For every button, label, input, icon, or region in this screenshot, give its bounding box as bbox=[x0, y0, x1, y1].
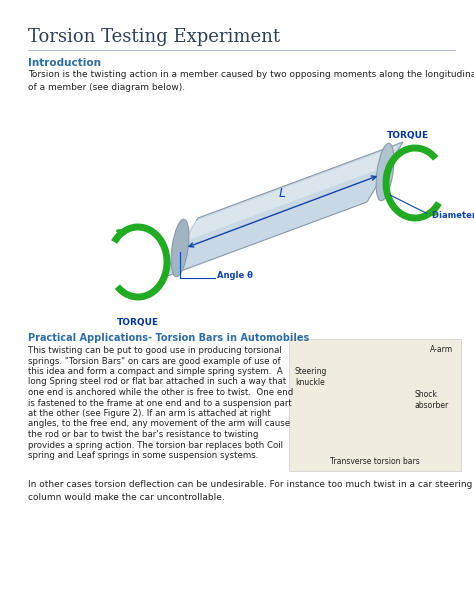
Text: TORQUE: TORQUE bbox=[117, 318, 159, 327]
Text: Introduction: Introduction bbox=[28, 58, 101, 68]
Text: Torsion is the twisting action in a member caused by two opposing moments along : Torsion is the twisting action in a memb… bbox=[28, 70, 474, 91]
Ellipse shape bbox=[171, 219, 189, 276]
Text: one end is anchored while the other is free to twist.  One end: one end is anchored while the other is f… bbox=[28, 388, 293, 397]
Text: Torsion Testing Experiment: Torsion Testing Experiment bbox=[28, 28, 280, 46]
Text: at the other (see Figure 2). If an arm is attached at right: at the other (see Figure 2). If an arm i… bbox=[28, 409, 271, 418]
Text: Transverse torsion bars: Transverse torsion bars bbox=[330, 457, 420, 466]
Text: is fastened to the frame at one end and to a suspension part: is fastened to the frame at one end and … bbox=[28, 398, 292, 408]
Text: Steering
knuckle: Steering knuckle bbox=[295, 367, 328, 387]
Polygon shape bbox=[162, 142, 403, 278]
Polygon shape bbox=[174, 146, 398, 245]
Text: Diameter D: Diameter D bbox=[432, 210, 474, 219]
Text: long Spring steel rod or flat bar attached in such a way that: long Spring steel rod or flat bar attach… bbox=[28, 378, 286, 387]
Text: springs. "Torsion Bars" on cars are good example of use of: springs. "Torsion Bars" on cars are good… bbox=[28, 357, 281, 365]
Text: TORQUE: TORQUE bbox=[387, 131, 429, 140]
Text: This twisting can be put to good use in producing torsional: This twisting can be put to good use in … bbox=[28, 346, 282, 355]
Text: In other cases torsion deflection can be undesirable. For instance too much twis: In other cases torsion deflection can be… bbox=[28, 480, 473, 501]
Text: Practical Applications- Torsion Bars in Automobiles: Practical Applications- Torsion Bars in … bbox=[28, 333, 309, 343]
Text: angles, to the free end, any movement of the arm will cause: angles, to the free end, any movement of… bbox=[28, 419, 290, 428]
Text: the rod or bar to twist the bar's resistance to twisting: the rod or bar to twist the bar's resist… bbox=[28, 430, 258, 439]
Text: Angle θ: Angle θ bbox=[217, 272, 253, 281]
Text: spring and Leaf springs in some suspension systems.: spring and Leaf springs in some suspensi… bbox=[28, 451, 258, 460]
Text: A-arm: A-arm bbox=[430, 345, 453, 354]
Text: this idea and form a compact and simple spring system.  A: this idea and form a compact and simple … bbox=[28, 367, 283, 376]
Ellipse shape bbox=[376, 143, 394, 200]
Text: Shock
absorber: Shock absorber bbox=[415, 390, 449, 410]
Text: provides a spring action. The torsion bar replaces both Coil: provides a spring action. The torsion ba… bbox=[28, 441, 283, 449]
Text: L: L bbox=[279, 187, 285, 200]
FancyBboxPatch shape bbox=[289, 339, 461, 471]
